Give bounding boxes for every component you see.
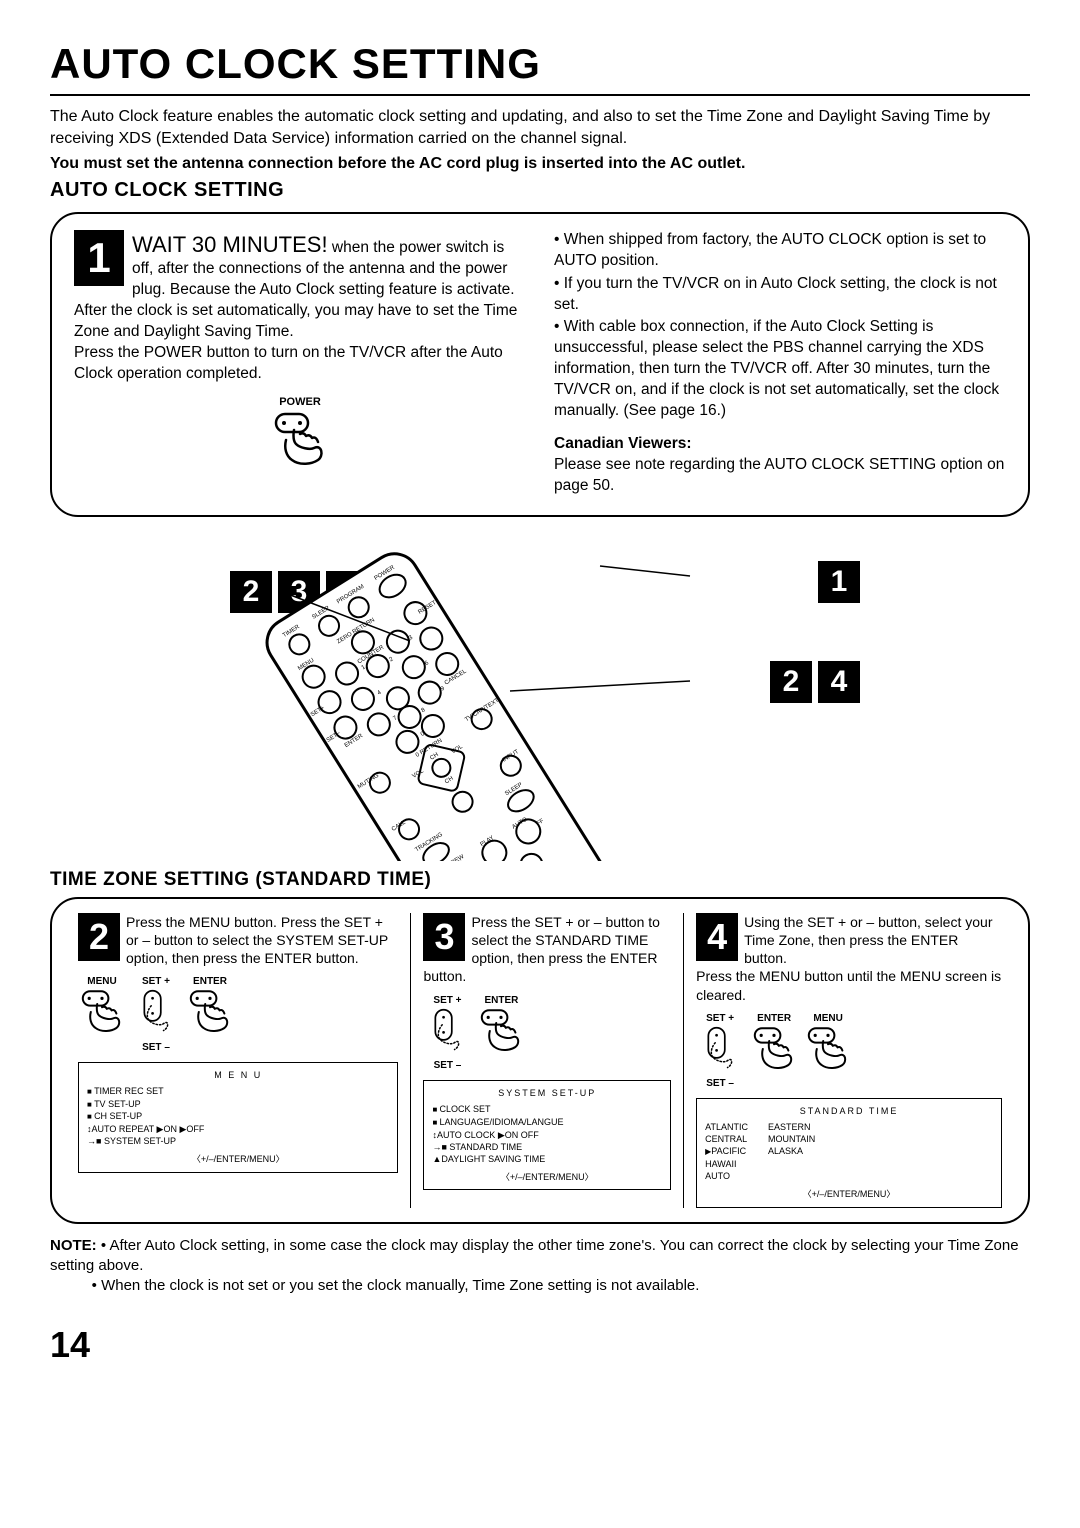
step-3-col: 3 Press the SET + or – button to select … (411, 913, 684, 1208)
step1-para2: After the clock is set automatically, yo… (74, 301, 526, 343)
osd-item-selected: →■ STANDARD TIME (432, 1141, 662, 1153)
note-2: When the clock is not set or you set the… (101, 1277, 699, 1294)
osd-item-selected: →■ SYSTEM SET-UP (87, 1135, 389, 1147)
step-number-4: 4 (696, 913, 738, 961)
right-bullets: When shipped from factory, the AUTO CLOC… (554, 230, 1006, 422)
osd-system-setup: SYSTEM SET-UP CLOCK SET LANGUAGE/IDIOMA/… (423, 1080, 671, 1190)
osd-item: CLOCK SET (432, 1103, 662, 1116)
osd-item: CH SET-UP (87, 1110, 389, 1123)
section-subtitle: AUTO CLOCK SETTING (50, 179, 1030, 202)
tz-opt-selected: PACIFIC (705, 1145, 748, 1158)
setplus-label: SET + (132, 975, 180, 988)
note-label: NOTE: (50, 1237, 97, 1254)
osd-item: ▲DAYLIGHT SAVING TIME (432, 1153, 662, 1165)
osd-title: M E N U (87, 1069, 389, 1081)
step-number-1: 1 (74, 230, 124, 286)
wait-heading: WAIT 30 MINUTES! (132, 232, 328, 257)
power-label: POWER (74, 395, 526, 410)
tz-opt: ALASKA (768, 1145, 815, 1157)
menu-press-icon (78, 988, 126, 1040)
step1-para3: Press the POWER button to turn on the TV… (74, 343, 526, 385)
step4-text: Using the SET + or – button, select your… (744, 914, 992, 966)
enter-label: ENTER (186, 975, 234, 988)
set-rocker-icon (423, 1007, 471, 1059)
bullet: When shipped from factory, the AUTO CLOC… (554, 230, 1006, 272)
power-press-icon (74, 410, 526, 477)
osd-title: STANDARD TIME (705, 1105, 993, 1117)
osd-item: ↕AUTO REPEAT ▶ON ▶OFF (87, 1123, 389, 1135)
osd-item: ↕AUTO CLOCK ▶ON OFF (432, 1129, 662, 1141)
timezone-title: TIME ZONE SETTING (STANDARD TIME) (50, 869, 1030, 891)
tz-opt: CENTRAL (705, 1133, 748, 1145)
callouts-right-1: 1 (818, 561, 860, 603)
timezone-box: 2 Press the MENU button. Press the SET +… (50, 897, 1030, 1224)
setplus-label: SET + (696, 1012, 744, 1025)
remote-diagram: 2 3 4 1 2 4 (50, 531, 1030, 861)
enter-label: ENTER (477, 994, 525, 1007)
enter-press-icon (186, 988, 234, 1040)
osd-title: SYSTEM SET-UP (432, 1087, 662, 1099)
osd-standard-time: STANDARD TIME ATLANTIC CENTRAL PACIFIC H… (696, 1098, 1002, 1208)
set-rocker-icon (696, 1025, 744, 1077)
step-number-2: 2 (78, 913, 120, 961)
canadian-text: Please see note regarding the AUTO CLOCK… (554, 455, 1006, 497)
callout: 1 (818, 561, 860, 603)
callout: 2 (770, 661, 812, 703)
osd-footer: 〈+/–/ENTER/MENU〉 (432, 1171, 662, 1183)
menu-label: MENU (804, 1012, 852, 1025)
intro-bold: You must set the antenna connection befo… (50, 153, 1030, 175)
step2-text: Press the MENU button. Press the SET + o… (126, 914, 388, 966)
callouts-right-2: 2 4 (770, 661, 860, 703)
setminus-label: SET – (696, 1077, 744, 1090)
auto-clock-box: 1 WAIT 30 MINUTES! when the power switch… (50, 212, 1030, 517)
divider (50, 94, 1030, 96)
note-1: After Auto Clock setting, in some case t… (50, 1237, 1019, 1274)
tz-opt: ATLANTIC (705, 1121, 748, 1133)
page-number: 14 (50, 1324, 1030, 1366)
remote-illustration: TIMERSLEEPPROGRAMPOWER MENUZERO RETURN S… (170, 521, 770, 861)
tz-opt: EASTERN (768, 1121, 815, 1133)
tz-opt: HAWAII (705, 1158, 748, 1170)
step-4-col: 4 Using the SET + or – button, select yo… (684, 913, 1014, 1208)
tz-opt: AUTO (705, 1170, 748, 1182)
notes: NOTE: • After Auto Clock setting, in som… (50, 1236, 1030, 1297)
intro-text: The Auto Clock feature enables the autom… (50, 106, 1030, 149)
step-number-3: 3 (423, 913, 465, 961)
menu-press-icon (804, 1025, 852, 1077)
enter-label: ENTER (750, 1012, 798, 1025)
callout: 4 (818, 661, 860, 703)
setplus-label: SET + (423, 994, 471, 1007)
canadian-header: Canadian Viewers: (554, 434, 1006, 455)
tz-opt: MOUNTAIN (768, 1133, 815, 1145)
step4-text2: Press the MENU button until the MENU scr… (696, 967, 1002, 1003)
osd-menu: M E N U TIMER REC SET TV SET-UP CH SET-U… (78, 1062, 398, 1173)
page-title: AUTO CLOCK SETTING (50, 40, 1030, 88)
setminus-label: SET – (132, 1041, 180, 1054)
bullet: With cable box connection, if the Auto C… (554, 317, 1006, 422)
osd-item: TV SET-UP (87, 1098, 389, 1111)
osd-footer: 〈+/–/ENTER/MENU〉 (705, 1188, 993, 1200)
enter-press-icon (477, 1007, 525, 1059)
setminus-label: SET – (423, 1059, 471, 1072)
set-rocker-icon (132, 988, 180, 1040)
osd-item: LANGUAGE/IDIOMA/LANGUE (432, 1116, 662, 1129)
enter-press-icon (750, 1025, 798, 1077)
osd-footer: 〈+/–/ENTER/MENU〉 (87, 1153, 389, 1165)
osd-item: TIMER REC SET (87, 1085, 389, 1098)
bullet: If you turn the TV/VCR on in Auto Clock … (554, 274, 1006, 316)
step-2-col: 2 Press the MENU button. Press the SET +… (66, 913, 411, 1208)
menu-label: MENU (78, 975, 126, 988)
